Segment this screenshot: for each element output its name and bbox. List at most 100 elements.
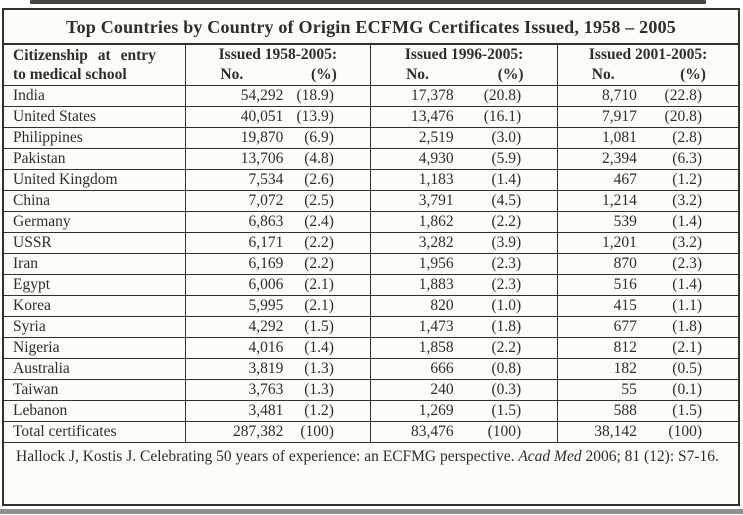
citation: Hallock J, Kostis J. Celebrating 50 year…	[4, 443, 738, 467]
pct-cell-2001-2005: (6.3)	[640, 148, 738, 170]
no-cell-1996-2005: 1,473	[369, 316, 458, 338]
no-cell-1958-2005: 4,016	[184, 337, 288, 359]
pct-header: (%)	[310, 66, 337, 84]
group-label-1996-2005: Issued 1996-2005:	[404, 46, 524, 64]
no-cell-1958-2005: 13,706	[184, 148, 288, 170]
no-cell-1996-2005: 666	[369, 358, 458, 380]
country-cell: Korea	[4, 295, 186, 317]
table-row: USSR 6,171 (2.2) 3,282 (3.9) 1,201 (3.2)	[4, 232, 738, 254]
table-row: Korea 5,995 (2.1) 820 (1.0) 415 (1.1)	[4, 295, 738, 317]
no-cell-2001-2005: 38,142	[557, 421, 641, 443]
country-cell: Egypt	[4, 274, 186, 296]
no-cell-2001-2005: 516	[557, 274, 641, 296]
table-row: India 54,292 (18.9) 17,378 (20.8) 8,710 …	[4, 85, 738, 107]
column-header-citizenship: Citizenship at entry to medical school	[4, 45, 186, 86]
no-cell-1996-2005: 83,476	[369, 421, 458, 443]
no-cell-2001-2005: 812	[557, 337, 641, 359]
table-body: India 54,292 (18.9) 17,378 (20.8) 8,710 …	[4, 85, 738, 443]
pct-cell-1958-2005: (1.4)	[287, 337, 371, 359]
table-row: Taiwan 3,763 (1.3) 240 (0.3) 55 (0.1)	[4, 379, 738, 401]
table-frame: Top Countries by Country of Origin ECFMG…	[2, 8, 740, 506]
no-cell-1958-2005: 6,006	[184, 274, 288, 296]
pct-cell-2001-2005: (1.5)	[640, 400, 738, 422]
table-row: United Kingdom 7,534 (2.6) 1,183 (1.4) 4…	[4, 169, 738, 191]
country-cell: USSR	[4, 232, 186, 254]
table-row: Nigeria 4,016 (1.4) 1,858 (2.2) 812 (2.1…	[4, 337, 738, 359]
pct-cell-2001-2005: (0.5)	[640, 358, 738, 380]
no-cell-1996-2005: 1,269	[369, 400, 458, 422]
no-cell-2001-2005: 2,394	[557, 148, 641, 170]
pct-cell-1996-2005: (0.3)	[457, 379, 558, 401]
no-cell-1958-2005: 6,169	[184, 253, 288, 275]
pct-header: (%)	[497, 66, 524, 84]
country-cell: United Kingdom	[4, 169, 186, 191]
no-cell-1958-2005: 7,534	[184, 169, 288, 191]
country-cell: Philippines	[4, 127, 186, 149]
journal-name: Acad Med	[518, 447, 582, 465]
no-cell-1958-2005: 4,292	[184, 316, 288, 338]
pct-cell-1958-2005: (2.1)	[287, 295, 371, 317]
table-row: Lebanon 3,481 (1.2) 1,269 (1.5) 588 (1.5…	[4, 400, 738, 422]
pct-cell-2001-2005: (22.8)	[640, 85, 738, 107]
pct-cell-2001-2005: (3.2)	[640, 232, 738, 254]
table-row: China 7,072 (2.5) 3,791 (4.5) 1,214 (3.2…	[4, 190, 738, 212]
no-cell-1996-2005: 820	[369, 295, 458, 317]
pct-cell-1996-2005: (2.2)	[457, 337, 558, 359]
no-cell-2001-2005: 588	[557, 400, 641, 422]
no-cell-1996-2005: 1,183	[369, 169, 458, 191]
no-cell-2001-2005: 870	[557, 253, 641, 275]
no-cell-2001-2005: 677	[557, 316, 641, 338]
pct-cell-1958-2005: (2.1)	[287, 274, 371, 296]
table-row: Pakistan 13,706 (4.8) 4,930 (5.9) 2,394 …	[4, 148, 738, 170]
country-cell: United States	[4, 106, 186, 128]
no-cell-1958-2005: 3,763	[184, 379, 288, 401]
pct-cell-2001-2005: (1.4)	[640, 211, 738, 233]
no-cell-1996-2005: 1,858	[369, 337, 458, 359]
pct-cell-2001-2005: (20.8)	[640, 106, 738, 128]
no-header: No.	[220, 66, 244, 84]
country-cell: Lebanon	[4, 400, 186, 422]
pct-cell-2001-2005: (2.8)	[640, 127, 738, 149]
no-cell-2001-2005: 8,710	[557, 85, 641, 107]
no-cell-1958-2005: 3,819	[184, 358, 288, 380]
pct-cell-1958-2005: (1.3)	[287, 358, 371, 380]
pct-cell-2001-2005: (1.4)	[640, 274, 738, 296]
no-header: No.	[406, 66, 429, 84]
citation-tail: 2006; 81 (12): S7-16.	[585, 447, 719, 465]
pct-cell-1958-2005: (2.5)	[287, 190, 371, 212]
header-row: Citizenship at entry to medical school I…	[4, 45, 738, 86]
column-group-header-1958-2005: Issued 1958-2005: No. (%)	[184, 45, 371, 86]
group-sublabels-1996-2005: No. (%)	[371, 65, 557, 84]
no-cell-1958-2005: 287,382	[184, 421, 288, 443]
table-row: Iran 6,169 (2.2) 1,956 (2.3) 870 (2.3)	[4, 253, 738, 275]
no-cell-1958-2005: 5,995	[184, 295, 288, 317]
table-row: Syria 4,292 (1.5) 1,473 (1.8) 677 (1.8)	[4, 316, 738, 338]
country-cell: Taiwan	[4, 379, 186, 401]
no-cell-1996-2005: 240	[369, 379, 458, 401]
country-cell: Germany	[4, 211, 186, 233]
pct-cell-2001-2005: (1.1)	[640, 295, 738, 317]
country-cell: Nigeria	[4, 337, 186, 359]
pct-cell-1958-2005: (1.5)	[287, 316, 371, 338]
pct-cell-2001-2005: (1.2)	[640, 169, 738, 191]
pct-cell-2001-2005: (1.8)	[640, 316, 738, 338]
scan-artifact-top	[30, 0, 706, 4]
no-cell-2001-2005: 539	[557, 211, 641, 233]
pct-cell-1996-2005: (2.3)	[457, 253, 558, 275]
pct-cell-2001-2005: (3.2)	[640, 190, 738, 212]
citation-text: Hallock J, Kostis J. Celebrating 50 year…	[16, 447, 515, 465]
pct-cell-1958-2005: (1.2)	[287, 400, 371, 422]
pct-cell-1958-2005: (2.2)	[287, 253, 371, 275]
no-cell-1996-2005: 17,378	[369, 85, 458, 107]
pct-cell-1958-2005: (6.9)	[287, 127, 371, 149]
table-title: Top Countries by Country of Origin ECFMG…	[4, 10, 738, 45]
pct-cell-2001-2005: (0.1)	[640, 379, 738, 401]
no-cell-1996-2005: 2,519	[369, 127, 458, 149]
citizenship-header-line2: to medical school	[13, 65, 127, 83]
country-cell: China	[4, 190, 186, 212]
pct-cell-1958-2005: (2.6)	[287, 169, 371, 191]
no-cell-1996-2005: 1,862	[369, 211, 458, 233]
group-sublabels-2001-2005: No. (%)	[558, 65, 738, 84]
pct-cell-1996-2005: (1.8)	[457, 316, 558, 338]
pct-cell-1996-2005: (2.2)	[457, 211, 558, 233]
